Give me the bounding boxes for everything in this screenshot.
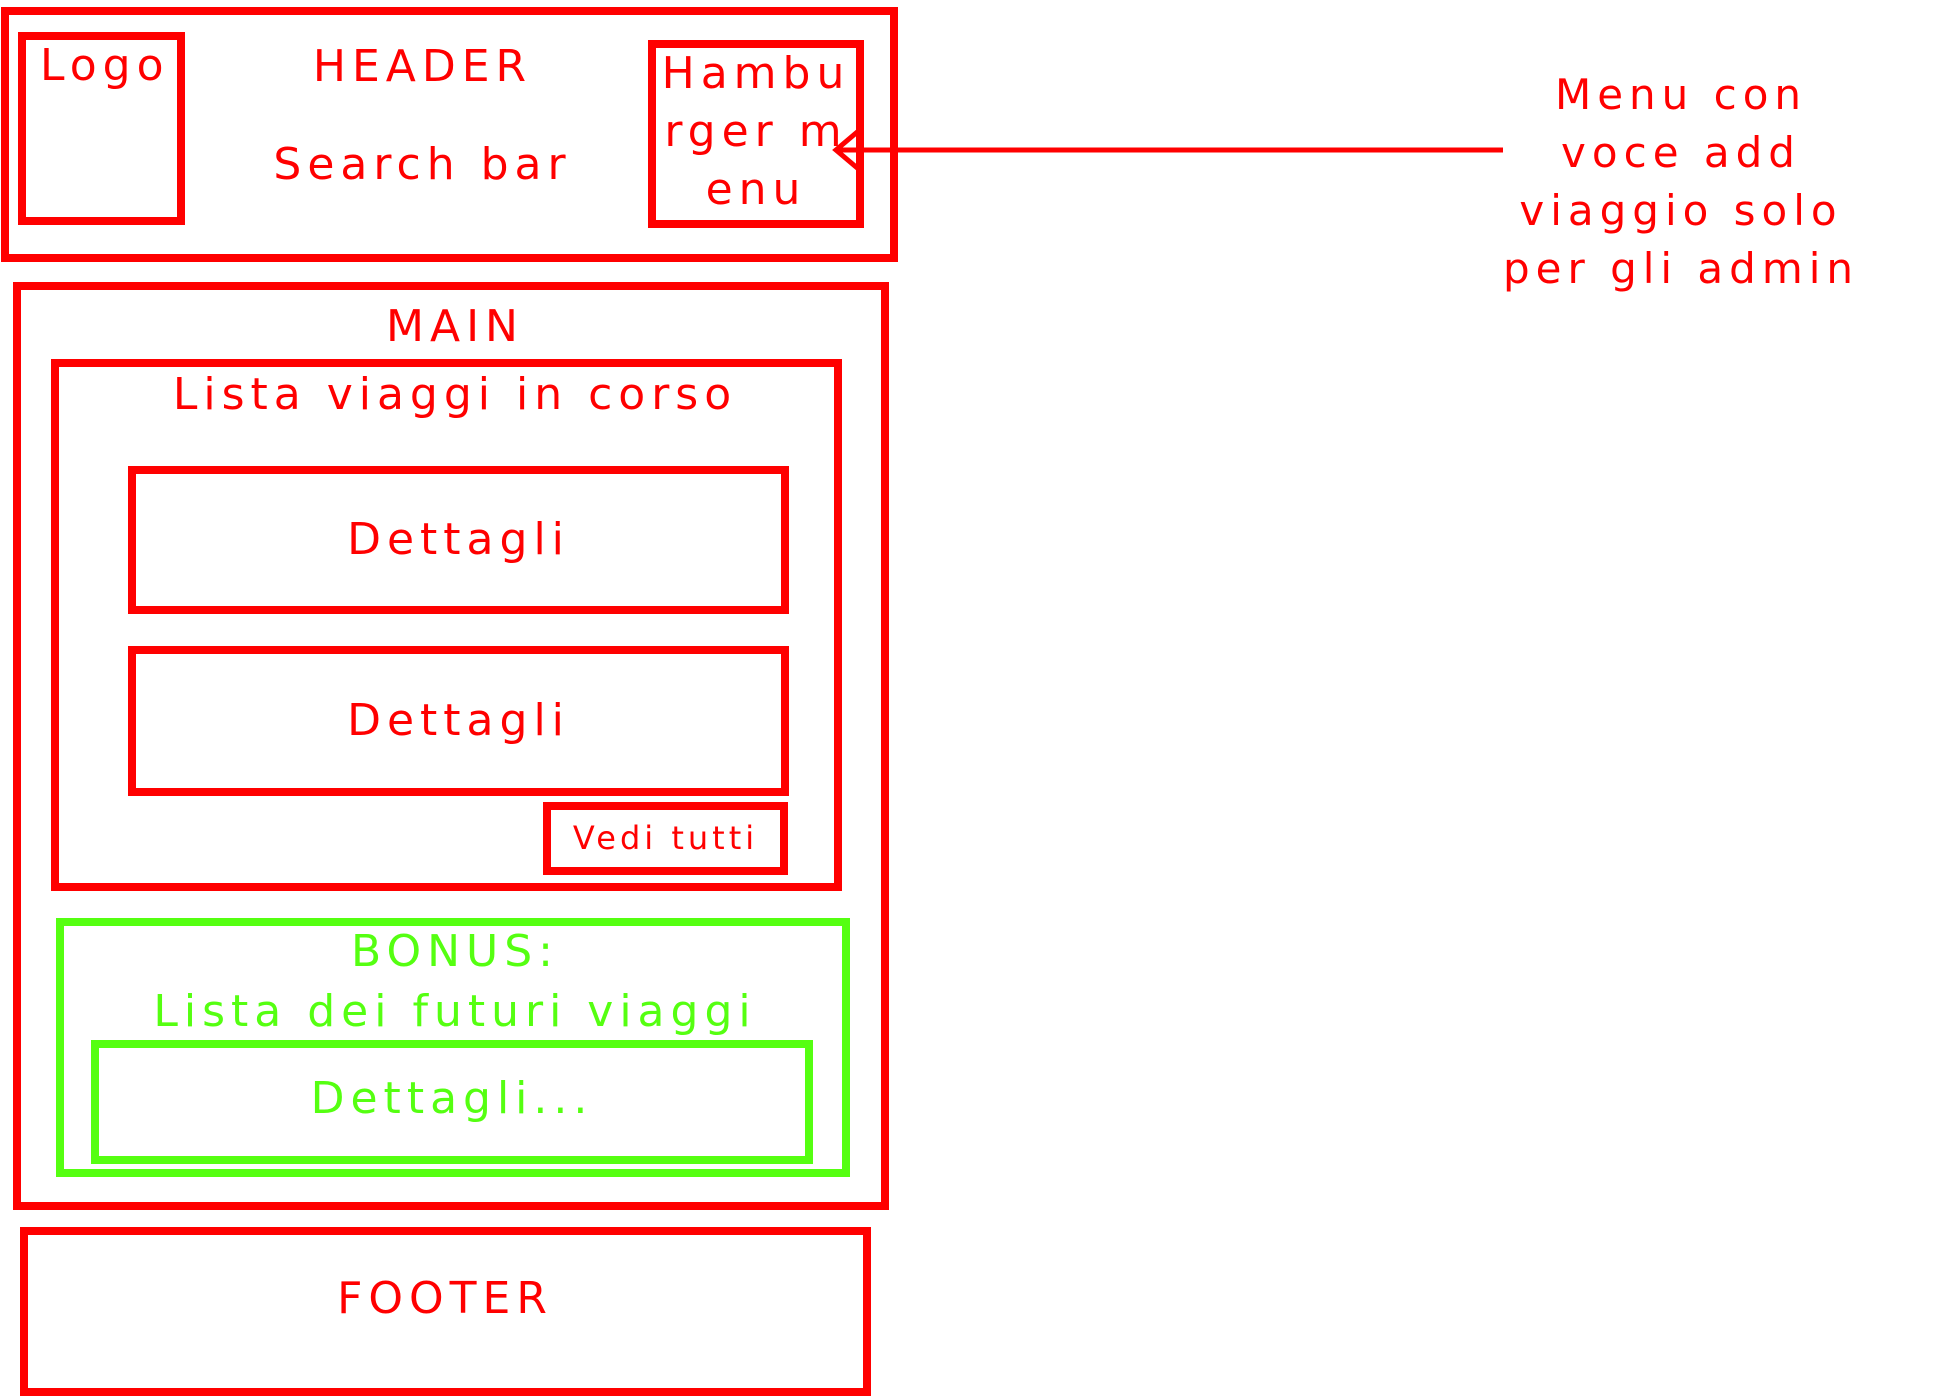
future-trip-details-label: Dettagli...: [310, 1073, 594, 1124]
see-all-button[interactable]: [543, 802, 788, 875]
header-title: HEADER: [312, 41, 533, 92]
trip-details-label: Dettagli: [347, 695, 570, 746]
see-all-label: Vedi tutti: [572, 819, 759, 857]
trip-details-card[interactable]: [128, 646, 789, 796]
trip-details-card[interactable]: [128, 466, 789, 614]
header-box: [1, 7, 898, 262]
current-trips-box: [51, 359, 842, 891]
footer-title: FOOTER: [337, 1273, 553, 1324]
search-bar[interactable]: Search bar: [273, 139, 572, 190]
logo-label: Logo: [40, 40, 170, 91]
hamburger-menu-box[interactable]: [648, 40, 864, 228]
bonus-box: [56, 918, 850, 1177]
future-trip-details-card[interactable]: [91, 1040, 813, 1164]
bonus-subtitle: Lista dei futuri viaggi: [153, 986, 757, 1037]
logo-box: [18, 32, 185, 225]
footer-box: [20, 1227, 871, 1396]
current-trips-title: Lista viaggi in corso: [172, 369, 738, 420]
hamburger-menu-label: Hamburger menu: [661, 48, 851, 215]
trip-details-label: Dettagli: [347, 514, 570, 565]
main-box: [13, 282, 889, 1210]
admin-menu-annotation: Menu con voce add viaggio solo per gli a…: [1502, 70, 1860, 293]
main-title: MAIN: [386, 301, 524, 352]
bonus-title: BONUS:: [351, 926, 559, 977]
